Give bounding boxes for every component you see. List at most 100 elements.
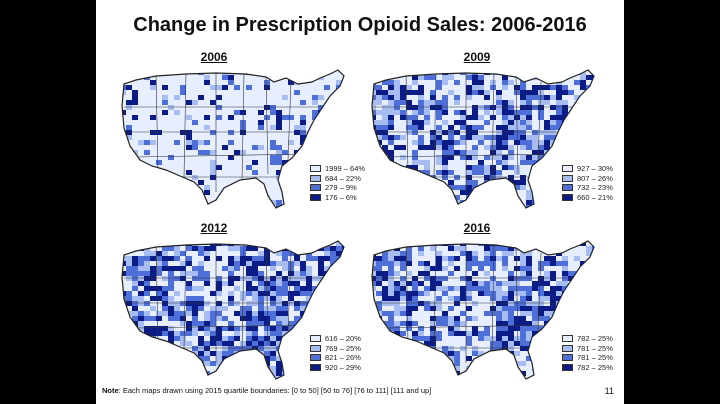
county-cell (592, 85, 594, 90)
county-cell (418, 75, 424, 80)
county-cell (478, 286, 484, 291)
county-cell (448, 125, 454, 130)
county-cell (270, 125, 276, 130)
county-cell (550, 115, 556, 120)
county-cell (484, 261, 490, 266)
state-line (515, 246, 519, 346)
legend-entry: 781 – 25% (562, 353, 613, 363)
county-cell (484, 120, 490, 125)
county-cell (234, 376, 240, 379)
county-cell (144, 331, 150, 336)
county-cell (288, 296, 294, 301)
county-cell (562, 326, 568, 331)
county-cell (592, 281, 594, 286)
county-cell (306, 140, 312, 145)
county-cell (478, 85, 484, 90)
county-cell (150, 251, 156, 256)
county-cell (382, 80, 388, 85)
county-cell (330, 256, 336, 261)
county-cell (382, 286, 388, 291)
county-cell (406, 195, 412, 200)
county-cell (406, 306, 412, 311)
county-cell (400, 110, 406, 115)
county-cell (454, 356, 460, 361)
county-cell (520, 115, 526, 120)
county-cell (562, 241, 568, 246)
county-cell (174, 356, 180, 361)
county-cell (270, 336, 276, 341)
county-cell (580, 301, 586, 306)
county-cell (574, 276, 580, 281)
county-cell (442, 381, 448, 386)
county-cell (436, 301, 442, 306)
county-cell (412, 366, 418, 371)
county-cell (192, 301, 198, 306)
county-cell (472, 366, 478, 371)
county-cell (514, 326, 520, 331)
county-cell (192, 195, 198, 200)
county-cell (442, 100, 448, 105)
county-cell (586, 311, 592, 316)
county-cell (430, 75, 436, 80)
county-cell (162, 331, 168, 336)
county-cell (532, 321, 538, 326)
county-cell (132, 346, 138, 351)
county-cell (122, 296, 126, 301)
county-cell (240, 326, 246, 331)
county-cell (192, 366, 198, 371)
county-cell (544, 185, 550, 190)
map-legend: 1999 – 64% 684 – 22% 279 – 9% 176 – 6% (310, 164, 365, 202)
county-cell (132, 266, 138, 271)
note-label: Note (102, 386, 119, 395)
county-cell (126, 351, 132, 356)
county-cell (388, 120, 394, 125)
county-cell (300, 301, 306, 306)
county-cell (132, 301, 138, 306)
county-cell (460, 296, 466, 301)
county-cell (252, 366, 258, 371)
county-cell (490, 266, 496, 271)
county-cell (168, 180, 174, 185)
county-cell (556, 316, 562, 321)
county-cell (520, 70, 526, 75)
county-cell (460, 115, 466, 120)
county-cell (400, 95, 406, 100)
county-cell (132, 341, 138, 346)
county-cell (550, 165, 556, 170)
county-cell (138, 351, 144, 356)
county-cell (306, 291, 312, 296)
county-cell (508, 316, 514, 321)
county-cell (526, 321, 532, 326)
county-cell (448, 70, 454, 75)
county-cell (514, 276, 520, 281)
country-border (371, 240, 595, 380)
county-cell (264, 261, 270, 266)
county-cell (478, 381, 484, 386)
county-cell (300, 195, 306, 200)
county-cell (484, 170, 490, 175)
county-cell (252, 261, 258, 266)
county-cell (538, 195, 544, 200)
county-cell (168, 105, 174, 110)
county-cell (514, 140, 520, 145)
county-cell (388, 341, 394, 346)
county-cell (574, 210, 580, 215)
county-cell (126, 135, 132, 140)
county-cell (490, 145, 496, 150)
legend-swatch (562, 354, 573, 362)
county-cell (520, 256, 526, 261)
county-cell (300, 321, 306, 326)
county-cell (484, 135, 490, 140)
county-cell (574, 135, 580, 140)
legend-entry: 660 – 21% (562, 193, 613, 203)
county-cell (526, 331, 532, 336)
county-cell (448, 366, 454, 371)
county-cell (424, 291, 430, 296)
county-cell (496, 195, 502, 200)
county-cell (324, 316, 330, 321)
county-cell (418, 100, 424, 105)
county-cell (162, 326, 168, 331)
county-cell (526, 70, 532, 75)
county-cell (568, 276, 574, 281)
county-cell (210, 341, 216, 346)
